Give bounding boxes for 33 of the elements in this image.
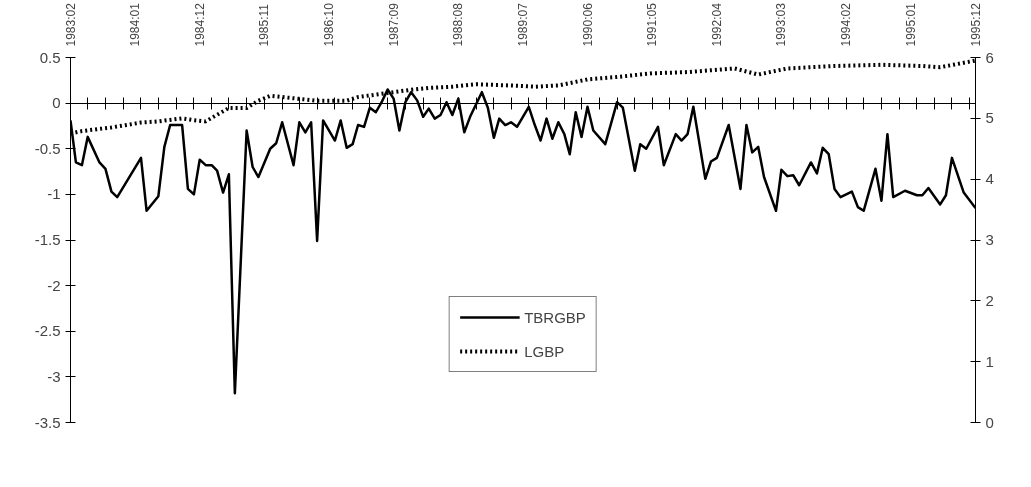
y-tick-label: -3	[47, 367, 61, 385]
y2-tick-label: 5	[985, 109, 994, 127]
x-tick-label: 1984:01	[128, 2, 142, 47]
y-tick-label: -1.5	[34, 231, 61, 248]
y2-tick-label: 6	[985, 48, 994, 66]
x-tick-label: 1991:05	[645, 2, 660, 47]
x-tick-label: 1983:02	[63, 2, 78, 47]
y-tick-label: -2	[47, 276, 61, 294]
x-tick-label: 1990:06	[580, 2, 595, 47]
y-tick-label: -3.5	[34, 413, 61, 431]
x-tick-label: 1986:10	[321, 2, 336, 47]
x-tick-label: 1995:01	[904, 2, 918, 47]
y-tick-label: -0.5	[34, 139, 61, 157]
x-tick-label: 1994:02	[839, 2, 854, 47]
y-tick-label: 0.5	[39, 48, 61, 66]
y-tick-label: -2.5	[34, 322, 61, 340]
x-tick-label: 1995:12	[968, 2, 983, 47]
x-tick-label: 1988:08	[451, 2, 466, 47]
y2-tick-label: 0	[985, 413, 994, 431]
x-tick-label: 1989:07	[515, 2, 530, 47]
x-tick-label: 1993:03	[774, 2, 789, 47]
x-tick-label: 1987:09	[386, 2, 401, 47]
y-tick-label: 0	[52, 94, 61, 112]
legend-label: LGBP	[524, 342, 565, 360]
y2-tick-label: 1	[985, 352, 994, 370]
y-tick-label: -1	[47, 185, 61, 203]
y2-tick-label: 3	[985, 231, 994, 248]
x-tick-label: 1984:12	[192, 2, 207, 47]
y2-tick-label: 4	[985, 170, 994, 188]
y2-tick-label: 2	[985, 291, 994, 309]
x-tick-label: 1992:04	[709, 2, 724, 47]
legend-label: TBRGBP	[524, 308, 586, 326]
x-tick-label: 1985:11	[257, 3, 272, 47]
